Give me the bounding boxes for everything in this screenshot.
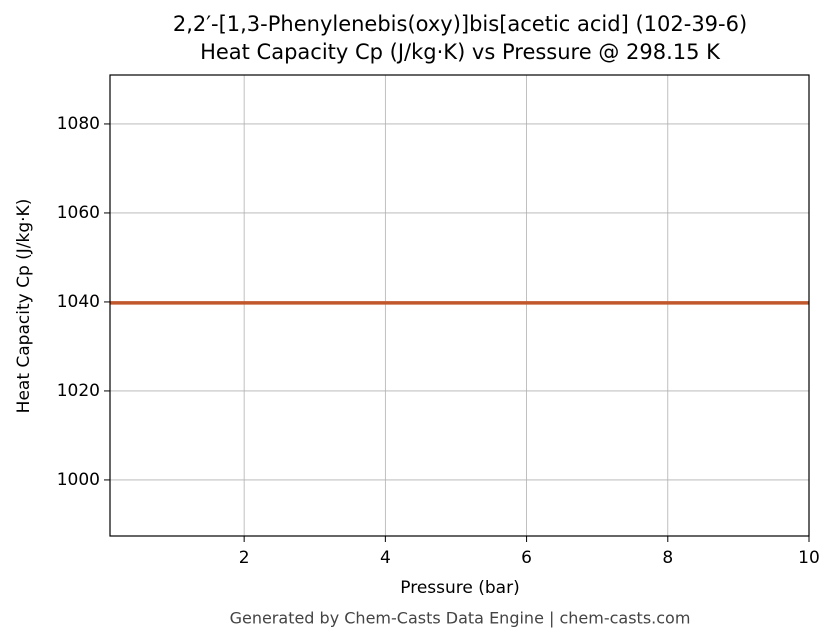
chart-subtitle: Heat Capacity Cp (J/kg·K) vs Pressure @ … [200,40,721,64]
y-tick-label: 1060 [57,203,100,223]
footer: Generated by Chem-Casts Data Engine | ch… [230,609,691,628]
x-tick-label: 6 [521,548,532,568]
chart-title: 2,2′-[1,3-Phenylenebis(oxy)]bis[acetic a… [173,12,747,36]
x-tick-label: 4 [380,548,391,568]
x-tick-label: 8 [662,548,673,568]
x-tick-label: 2 [239,548,250,568]
x-tick-label: 10 [798,548,820,568]
x-axis-label: Pressure (bar) [400,578,519,598]
plot-frame [109,74,810,537]
y-tick-label: 1040 [57,292,100,312]
y-tick-label: 1000 [57,470,100,490]
y-tick-label: 1080 [57,114,100,134]
y-tick-label: 1020 [57,381,100,401]
y-axis-label: Heat Capacity Cp (J/kg·K) [14,199,34,414]
